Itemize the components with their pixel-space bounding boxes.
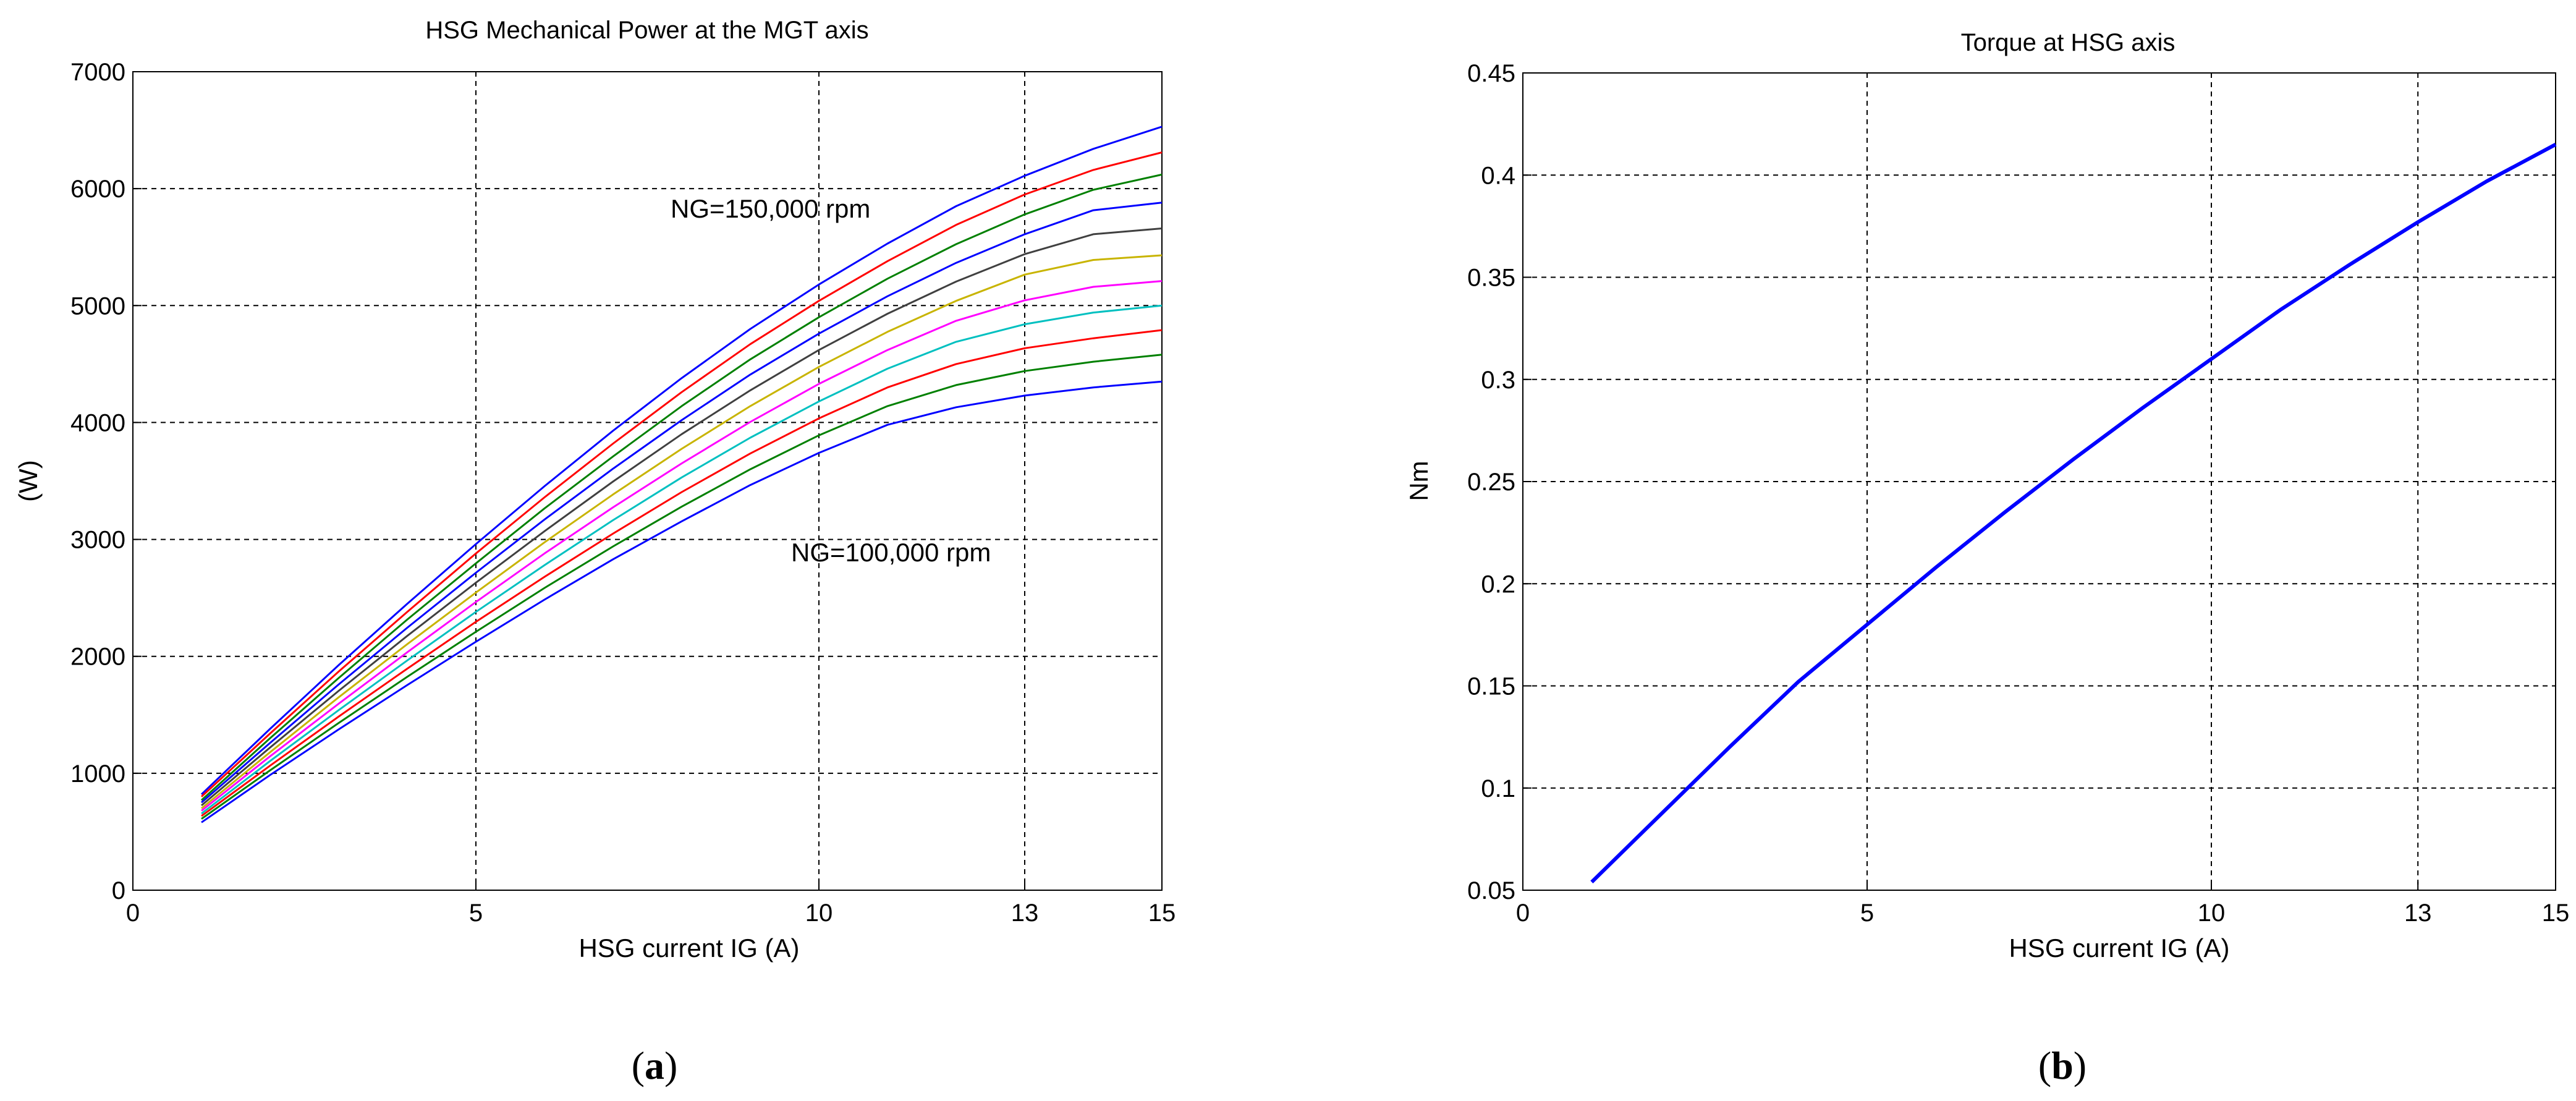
y-tick-label: 0.2 [1481, 571, 1515, 598]
y-tick-label: 0.45 [1467, 60, 1515, 87]
panel-label-b: (b) [2038, 1044, 2087, 1087]
panel-label-a: (a) [632, 1044, 678, 1087]
y-tick-label: 0.1 [1481, 775, 1515, 802]
x-tick-label: 0 [1516, 899, 1530, 927]
y-tick-label: 0.25 [1467, 469, 1515, 496]
y-tick-label: 2000 [70, 644, 125, 671]
series-line-6 [201, 254, 1163, 809]
y-tick-label: 0.15 [1467, 673, 1515, 700]
chart-title: Torque at HSG axis [1961, 29, 2176, 56]
series-line-5 [201, 227, 1163, 807]
series-line-11 [201, 380, 1163, 823]
x-axis-label: HSG current IG (A) [2009, 933, 2229, 963]
series-line-1 [200, 125, 1163, 795]
plot-area [1522, 72, 2556, 891]
y-tick-label: 0.05 [1467, 877, 1515, 904]
plot-area [132, 71, 1163, 891]
x-tick-label: 15 [2542, 899, 2570, 927]
series-line-2 [200, 151, 1163, 797]
y-tick-label: 1000 [70, 760, 125, 788]
x-axis-label: HSG current IG (A) [578, 933, 799, 963]
x-tick-label: 0 [126, 899, 140, 927]
annotation-100k: NG=100,000 rpm [791, 538, 991, 567]
series-lines [1590, 143, 2557, 883]
y-tick-label: 0.3 [1481, 367, 1515, 394]
y-tick-label: 4000 [70, 409, 125, 436]
y-tick-label: 0.35 [1467, 265, 1515, 292]
series-line-1 [1590, 143, 2557, 883]
chart-torque: 0 5 10 13 15 0.05 0.1 0.15 0.2 0.25 0.3 0.35 0.4 0.45… [1404, 29, 2569, 963]
x-tick-label: 10 [2198, 899, 2226, 927]
series-line-8 [201, 304, 1163, 815]
y-tick-label: 5000 [70, 292, 125, 320]
series-line-7 [201, 280, 1163, 812]
y-tick-label: 0 [112, 877, 125, 904]
y-tick-label: 0.4 [1481, 162, 1515, 189]
tick-labels: 0 5 10 13 15 0 1000 2000 3000 4000 5000 6000 7000 [70, 59, 1176, 927]
y-tick-label: 3000 [70, 527, 125, 554]
series-line-3 [200, 173, 1163, 801]
series-line-4 [201, 202, 1163, 804]
chart-title: HSG Mechanical Power at the MGT axis [425, 17, 868, 44]
x-tick-label: 13 [1011, 899, 1039, 927]
y-tick-label: 6000 [70, 176, 125, 203]
chart-mechanical-power: 0 5 10 13 15 0 1000 2000 3000 4000 5000 6000 7000 HS… [14, 17, 1176, 963]
grid-lines [1522, 72, 2556, 891]
x-tick-label: 15 [1148, 899, 1176, 927]
y-axis-label: Nm [1404, 461, 1433, 501]
y-axis-label: (W) [14, 460, 43, 502]
tick-labels: 0 5 10 13 15 0.05 0.1 0.15 0.2 0.25 0.3 0.35 0.4 0.45 [1467, 60, 2569, 927]
x-tick-label: 10 [805, 899, 833, 927]
y-tick-label: 7000 [70, 59, 125, 86]
series-line-10 [201, 354, 1163, 820]
series-line-9 [201, 329, 1163, 817]
x-tick-label: 5 [1860, 899, 1874, 927]
annotation-150k: NG=150,000 rpm [671, 194, 870, 223]
x-tick-label: 13 [2404, 899, 2432, 927]
grid-lines [132, 71, 1163, 891]
x-tick-label: 5 [469, 899, 483, 927]
series-lines [200, 125, 1163, 823]
